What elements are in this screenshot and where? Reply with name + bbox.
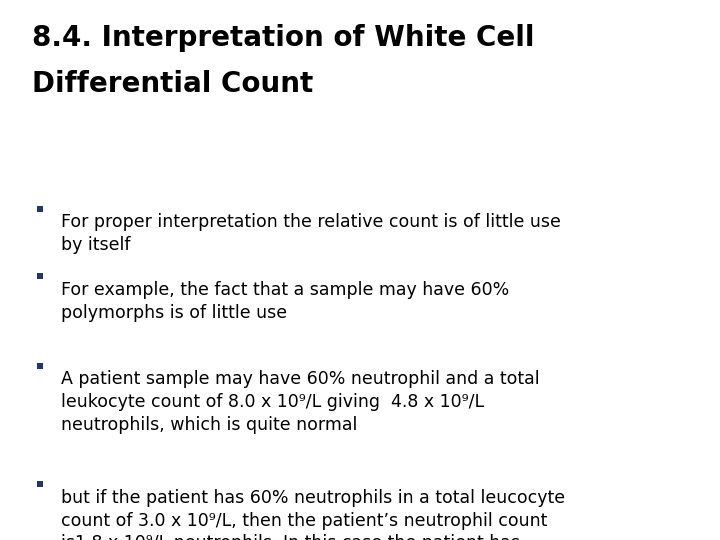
- Text: but if the patient has 60% neutrophils in a total leucocyte
count of 3.0 x 10⁹/L: but if the patient has 60% neutrophils i…: [61, 489, 565, 540]
- Text: For proper interpretation the relative count is of little use
by itself: For proper interpretation the relative c…: [61, 213, 561, 254]
- Text: A patient sample may have 60% neutrophil and a total
leukocyte count of 8.0 x 10: A patient sample may have 60% neutrophil…: [61, 370, 540, 434]
- Text: 8.4. Interpretation of White Cell: 8.4. Interpretation of White Cell: [32, 24, 535, 52]
- Text: Differential Count: Differential Count: [32, 70, 314, 98]
- Text: For example, the fact that a sample may have 60%
polymorphs is of little use: For example, the fact that a sample may …: [61, 281, 510, 322]
